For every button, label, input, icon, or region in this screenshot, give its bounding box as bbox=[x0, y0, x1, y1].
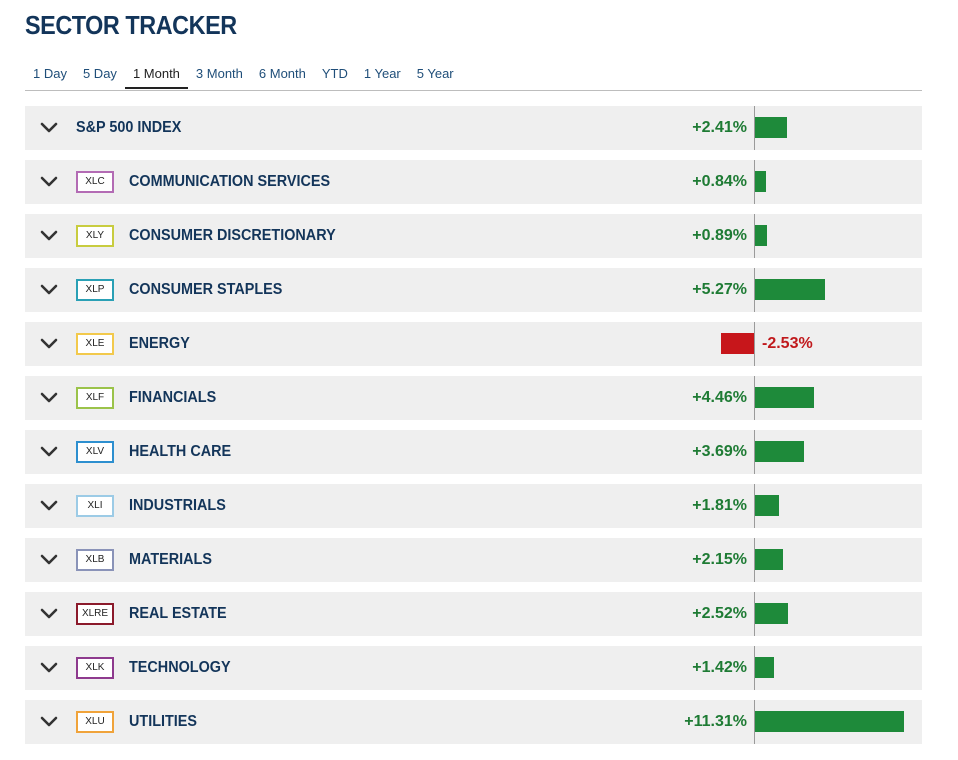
sector-name[interactable]: CONSUMER STAPLES bbox=[129, 281, 283, 298]
sector-row[interactable]: XLC COMMUNICATION SERVICES +0.84% bbox=[25, 160, 922, 204]
tab-ytd[interactable]: YTD bbox=[321, 66, 348, 81]
performance-bar bbox=[755, 171, 767, 192]
zero-axis-line bbox=[754, 376, 755, 420]
zero-axis-line bbox=[754, 700, 755, 744]
sector-chart: S&P 500 INDEX +2.41% XLC COMMUNICATION SERV… bbox=[25, 106, 922, 754]
sector-name[interactable]: INDUSTRIALS bbox=[129, 497, 226, 514]
performance-value: +2.41% bbox=[692, 119, 747, 136]
sector-row[interactable]: S&P 500 INDEX +2.41% bbox=[25, 106, 922, 150]
performance-bar bbox=[755, 657, 774, 678]
performance-bar bbox=[755, 279, 825, 300]
zero-axis-line bbox=[754, 592, 755, 636]
zero-axis-line bbox=[754, 160, 755, 204]
performance-bar bbox=[755, 441, 804, 462]
sector-name[interactable]: UTILITIES bbox=[129, 713, 198, 730]
sector-name[interactable]: ENERGY bbox=[129, 335, 190, 352]
sector-name[interactable]: MATERIALS bbox=[129, 551, 212, 568]
tab-5-day[interactable]: 5 Day bbox=[82, 66, 117, 81]
zero-axis-line bbox=[754, 214, 755, 258]
zero-axis-line bbox=[754, 322, 755, 366]
sector-row[interactable]: XLI INDUSTRIALS +1.81% bbox=[25, 484, 922, 528]
chevron-down-icon[interactable] bbox=[39, 605, 59, 623]
performance-value: +2.15% bbox=[692, 551, 747, 568]
zero-axis-line bbox=[754, 646, 755, 690]
chevron-down-icon[interactable] bbox=[39, 389, 59, 407]
ticker-badge: XLB bbox=[76, 549, 114, 571]
performance-bar bbox=[755, 117, 787, 138]
performance-bar bbox=[755, 603, 789, 624]
chevron-down-icon[interactable] bbox=[39, 281, 59, 299]
ticker-badge: XLK bbox=[76, 657, 114, 679]
ticker-badge: XLF bbox=[76, 387, 114, 409]
chevron-down-icon[interactable] bbox=[39, 119, 59, 137]
sector-row[interactable]: XLRE REAL ESTATE +2.52% bbox=[25, 592, 922, 636]
performance-value: +1.42% bbox=[692, 659, 747, 676]
performance-bar bbox=[755, 495, 779, 516]
chevron-down-icon[interactable] bbox=[39, 659, 59, 677]
sector-row[interactable]: XLF FINANCIALS +4.46% bbox=[25, 376, 922, 420]
sector-name[interactable]: S&P 500 INDEX bbox=[76, 119, 182, 136]
zero-axis-line bbox=[754, 106, 755, 150]
ticker-badge: XLRE bbox=[76, 603, 114, 625]
tab-1-month[interactable]: 1 Month bbox=[124, 60, 188, 89]
sector-name[interactable]: HEALTH CARE bbox=[129, 443, 232, 460]
performance-bar bbox=[720, 333, 754, 354]
tab-6-month[interactable]: 6 Month bbox=[258, 66, 306, 81]
ticker-badge: XLY bbox=[76, 225, 114, 247]
sector-row[interactable]: XLB MATERIALS +2.15% bbox=[25, 538, 922, 582]
ticker-badge: XLI bbox=[76, 495, 114, 517]
performance-value: +11.31% bbox=[684, 713, 747, 730]
zero-axis-line bbox=[754, 268, 755, 312]
sector-name[interactable]: TECHNOLOGY bbox=[129, 659, 231, 676]
sector-row[interactable]: XLE ENERGY -2.53% bbox=[25, 322, 922, 366]
performance-value: +5.27% bbox=[692, 281, 747, 298]
performance-value: +0.89% bbox=[692, 227, 747, 244]
tab-1-year[interactable]: 1 Year bbox=[363, 66, 401, 81]
sector-row[interactable]: XLU UTILITIES +11.31% bbox=[25, 700, 922, 744]
ticker-badge: XLP bbox=[76, 279, 114, 301]
performance-value: -2.53% bbox=[762, 335, 813, 352]
chevron-down-icon[interactable] bbox=[39, 227, 59, 245]
chevron-down-icon[interactable] bbox=[39, 443, 59, 461]
chevron-down-icon[interactable] bbox=[39, 551, 59, 569]
performance-bar bbox=[755, 711, 905, 732]
zero-axis-line bbox=[754, 430, 755, 474]
chevron-down-icon[interactable] bbox=[39, 173, 59, 191]
performance-value: +0.84% bbox=[692, 173, 747, 190]
ticker-badge: XLC bbox=[76, 171, 114, 193]
performance-bar bbox=[755, 387, 814, 408]
timeframe-tabs: 1 Day 5 Day 1 Month 3 Month 6 Month YTD 1 Year… bbox=[25, 60, 922, 91]
sector-row[interactable]: XLY CONSUMER DISCRETIONARY +0.89% bbox=[25, 214, 922, 258]
chevron-down-icon[interactable] bbox=[39, 497, 59, 515]
tab-3-month[interactable]: 3 Month bbox=[195, 66, 243, 81]
performance-bar bbox=[755, 225, 767, 246]
zero-axis-line bbox=[754, 484, 755, 528]
zero-axis-line bbox=[754, 538, 755, 582]
sector-row[interactable]: XLP CONSUMER STAPLES +5.27% bbox=[25, 268, 922, 312]
performance-value: +2.52% bbox=[692, 605, 747, 622]
ticker-badge: XLE bbox=[76, 333, 114, 355]
page-title: SECTOR TRACKER bbox=[25, 10, 237, 40]
sector-name[interactable]: FINANCIALS bbox=[129, 389, 217, 406]
performance-value: +3.69% bbox=[692, 443, 747, 460]
chevron-down-icon[interactable] bbox=[39, 713, 59, 731]
tab-1-day[interactable]: 1 Day bbox=[33, 66, 67, 81]
performance-value: +1.81% bbox=[692, 497, 747, 514]
ticker-badge: XLU bbox=[76, 711, 114, 733]
sector-row[interactable]: XLV HEALTH CARE +3.69% bbox=[25, 430, 922, 474]
performance-bar bbox=[755, 549, 784, 570]
sector-row[interactable]: XLK TECHNOLOGY +1.42% bbox=[25, 646, 922, 690]
performance-value: +4.46% bbox=[692, 389, 747, 406]
sector-name[interactable]: COMMUNICATION SERVICES bbox=[129, 173, 331, 190]
chevron-down-icon[interactable] bbox=[39, 335, 59, 353]
tab-5-year[interactable]: 5 Year bbox=[416, 66, 454, 81]
sector-name[interactable]: REAL ESTATE bbox=[129, 605, 227, 622]
sector-name[interactable]: CONSUMER DISCRETIONARY bbox=[129, 227, 336, 244]
ticker-badge: XLV bbox=[76, 441, 114, 463]
